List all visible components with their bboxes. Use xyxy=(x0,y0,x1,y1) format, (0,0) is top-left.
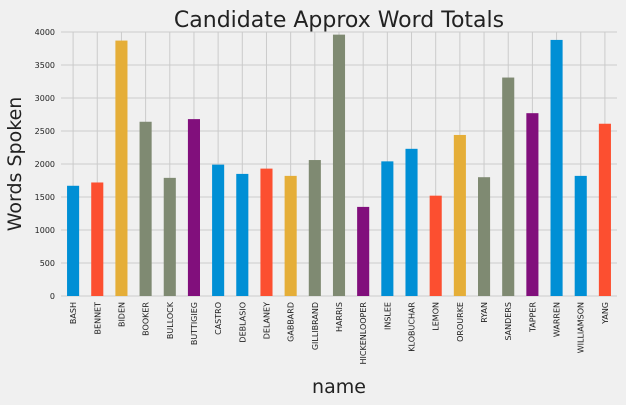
bar-castro xyxy=(212,164,225,296)
y-tick-labels: 0 500 1000 1500 2000 2500 3000 3500 4000 xyxy=(35,28,55,301)
y-tick-label: 4000 xyxy=(35,28,55,37)
bar-orourke xyxy=(453,134,466,296)
y-axis-label: Words Spoken xyxy=(4,97,26,232)
y-tick-label: 2000 xyxy=(35,160,55,169)
x-tick-label: SANDERS xyxy=(504,302,513,341)
x-tick-label: LEMON xyxy=(432,302,441,331)
y-tick-label: 1500 xyxy=(35,193,55,202)
x-tick-label: DELANEY xyxy=(262,302,271,339)
bar-hickenlooper xyxy=(357,206,370,296)
x-tick-label: HARRIS xyxy=(335,302,344,332)
y-tick-label: 3500 xyxy=(35,61,55,70)
bars xyxy=(67,34,611,297)
chart-title: Candidate Approx Word Totals xyxy=(174,8,504,33)
x-tick-label: GILLIBRAND xyxy=(311,302,320,350)
y-tick-label: 500 xyxy=(40,259,55,268)
x-axis-label: name xyxy=(312,376,366,398)
x-tick-label: CASTRO xyxy=(214,302,223,335)
bar-bash xyxy=(67,185,80,296)
x-tick-label: WARREN xyxy=(553,302,562,337)
bar-lemon xyxy=(429,195,442,296)
bar-inslee xyxy=(381,161,394,296)
bar-yang xyxy=(598,123,611,297)
x-tick-label: BIDEN xyxy=(117,302,126,327)
x-tick-label: TAPPER xyxy=(528,302,537,333)
y-tick-label: 1000 xyxy=(35,226,55,235)
x-tick-label: WILLIAMSON xyxy=(577,302,586,353)
x-tick-label: INSLEE xyxy=(383,302,392,330)
x-tick-label: KLOBUCHAR xyxy=(408,302,417,352)
x-tick-label: BOOKER xyxy=(142,302,151,336)
bar-booker xyxy=(139,121,152,296)
bar-sanders xyxy=(502,77,515,296)
x-tick-label: YANG xyxy=(601,302,610,325)
bar-gabbard xyxy=(284,175,297,296)
bar-ryan xyxy=(478,177,491,296)
bar-gillibrand xyxy=(308,160,321,296)
y-tick-label: 3000 xyxy=(35,94,55,103)
x-tick-label: GABBARD xyxy=(287,302,296,342)
x-tick-label: BASH xyxy=(69,302,78,324)
x-tick-label: BULLOCK xyxy=(166,301,175,339)
y-tick-label: 0 xyxy=(50,292,55,301)
bar-williamson xyxy=(574,175,587,296)
bar-buttigieg xyxy=(187,119,200,297)
bar-warren xyxy=(550,39,563,297)
bar-klobuchar xyxy=(405,148,418,296)
x-tick-label: HICKENLOOPER xyxy=(359,302,368,365)
x-tick-label: OROURKE xyxy=(456,302,465,342)
bar-bennet xyxy=(91,182,104,296)
bar-biden xyxy=(115,40,128,296)
y-tick-label: 2500 xyxy=(35,127,55,136)
bar-delaney xyxy=(260,168,273,296)
x-tick-labels: BASH BENNET BIDEN BOOKER BULLOCK BUTTIGIEG CAS… xyxy=(69,301,610,364)
x-tick-label: BENNET xyxy=(93,302,102,335)
bar-bullock xyxy=(163,177,176,296)
x-tick-label: RYAN xyxy=(480,302,489,323)
bar-tapper xyxy=(526,113,539,297)
bar-harris xyxy=(332,34,346,296)
bar-deblasio xyxy=(236,173,249,296)
x-tick-label: BUTTIGIEG xyxy=(190,302,199,345)
x-tick-label: DEBLASIO xyxy=(238,302,247,343)
